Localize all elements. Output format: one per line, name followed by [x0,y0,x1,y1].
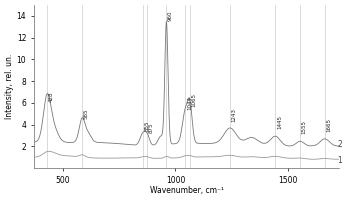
Text: 1665: 1665 [326,118,331,132]
Text: 855: 855 [144,121,150,131]
Text: 1065: 1065 [192,93,197,107]
Text: 1: 1 [337,156,342,165]
Text: 1044: 1044 [187,96,192,110]
Y-axis label: Intensity, rel. un.: Intensity, rel. un. [5,54,14,119]
Text: 1555: 1555 [302,120,307,134]
Text: 875: 875 [149,123,154,133]
Text: 1243: 1243 [231,108,237,122]
Text: 585: 585 [84,109,89,119]
Text: 1445: 1445 [277,115,282,129]
Text: 428: 428 [49,91,53,102]
Text: 2: 2 [337,140,342,149]
Text: 960: 960 [168,11,173,21]
X-axis label: Wavenumber, cm⁻¹: Wavenumber, cm⁻¹ [150,186,223,195]
